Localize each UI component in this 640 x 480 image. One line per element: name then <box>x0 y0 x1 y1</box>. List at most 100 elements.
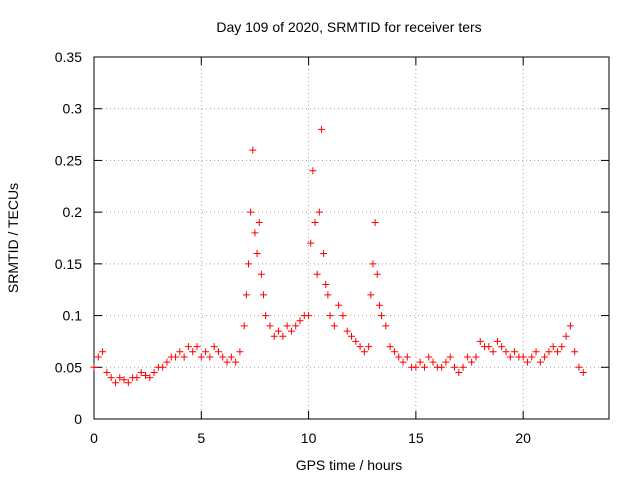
data-point <box>176 348 184 356</box>
plot-frame <box>93 56 610 420</box>
data-point <box>296 317 304 325</box>
data-point <box>571 348 579 356</box>
data-point <box>429 358 437 366</box>
data-point <box>193 343 201 351</box>
data-point <box>279 332 287 340</box>
y-tick-label: 0.3 <box>63 101 83 117</box>
data-point <box>107 374 115 382</box>
data-point <box>373 270 381 278</box>
data-point <box>472 353 480 361</box>
data-point <box>324 291 332 299</box>
data-point <box>116 374 124 382</box>
data-point <box>455 368 463 376</box>
x-tick-label: 15 <box>408 430 424 446</box>
data-point <box>399 358 407 366</box>
x-tick-label: 0 <box>90 430 98 446</box>
x-axis-label: GPS time / hours <box>296 457 403 473</box>
data-point <box>528 353 536 361</box>
data-point <box>493 337 501 345</box>
data-point <box>305 312 313 320</box>
data-point <box>378 312 386 320</box>
data-point <box>451 363 458 371</box>
data-point <box>223 358 231 366</box>
data-point <box>371 218 379 226</box>
data-point <box>251 229 259 237</box>
data-point <box>253 250 261 258</box>
data-point <box>133 374 141 382</box>
data-point <box>184 343 192 351</box>
data-point <box>459 363 467 371</box>
data-point <box>255 218 263 226</box>
data-point <box>197 353 205 361</box>
data-point <box>468 358 476 366</box>
data-point <box>558 343 566 351</box>
y-tick-label: 0.35 <box>55 49 82 65</box>
data-point <box>206 353 214 361</box>
x-tick-labels: 0 5 10 15 20 <box>90 430 531 446</box>
data-point <box>446 353 454 361</box>
data-point <box>266 322 274 330</box>
data-point <box>489 348 497 356</box>
data-point <box>120 376 128 384</box>
data-point <box>260 291 268 299</box>
data-point <box>242 291 250 299</box>
data-point <box>94 353 102 361</box>
data-point <box>463 353 471 361</box>
data-point <box>99 348 107 356</box>
x-tick-label: 10 <box>301 430 317 446</box>
data-point <box>403 353 411 361</box>
data-point <box>232 358 240 366</box>
data-point <box>365 343 373 351</box>
data-point <box>309 167 317 175</box>
x-tick-label: 20 <box>515 430 531 446</box>
data-point <box>498 343 506 351</box>
data-point <box>438 363 446 371</box>
data-point <box>356 343 364 351</box>
data-point <box>519 353 527 361</box>
data-point <box>227 353 235 361</box>
data-point <box>315 208 323 216</box>
data-point <box>210 343 218 351</box>
data-point <box>348 332 355 340</box>
data-point <box>275 327 283 335</box>
data-point <box>240 322 248 330</box>
y-tick-label: 0.25 <box>55 152 82 168</box>
y-tick-label: 0.1 <box>63 308 83 324</box>
data-point <box>425 353 433 361</box>
data-point <box>249 146 257 154</box>
data-point <box>532 348 540 356</box>
data-point <box>562 332 570 340</box>
data-point <box>416 358 424 366</box>
data-point <box>545 348 553 356</box>
data-point <box>214 348 222 356</box>
data-point <box>549 343 557 351</box>
data-point <box>579 368 587 376</box>
data-point <box>90 363 98 371</box>
data-point <box>202 348 210 356</box>
data-point <box>554 348 561 356</box>
data-point <box>375 301 383 309</box>
data-point <box>412 363 420 371</box>
data-point <box>506 353 514 361</box>
data-point <box>103 368 111 376</box>
y-tick-label: 0.15 <box>55 256 82 272</box>
data-point <box>360 348 368 356</box>
data-point <box>343 327 351 335</box>
data-point <box>146 374 154 382</box>
data-point <box>390 348 398 356</box>
data-point <box>523 358 531 366</box>
data-point <box>124 379 132 387</box>
y-tick-label: 0.2 <box>63 204 83 220</box>
data-point <box>322 281 330 289</box>
chart-title: Day 109 of 2020, SRMTID for receiver ter… <box>216 19 481 35</box>
x-tick-label: 5 <box>197 430 205 446</box>
data-point <box>163 358 171 366</box>
data-point <box>292 322 300 330</box>
data-points <box>90 125 587 387</box>
data-point <box>476 337 484 345</box>
data-point <box>541 353 549 361</box>
y-tick-label: 0 <box>74 411 82 427</box>
data-point <box>575 363 583 371</box>
data-point <box>335 301 343 309</box>
